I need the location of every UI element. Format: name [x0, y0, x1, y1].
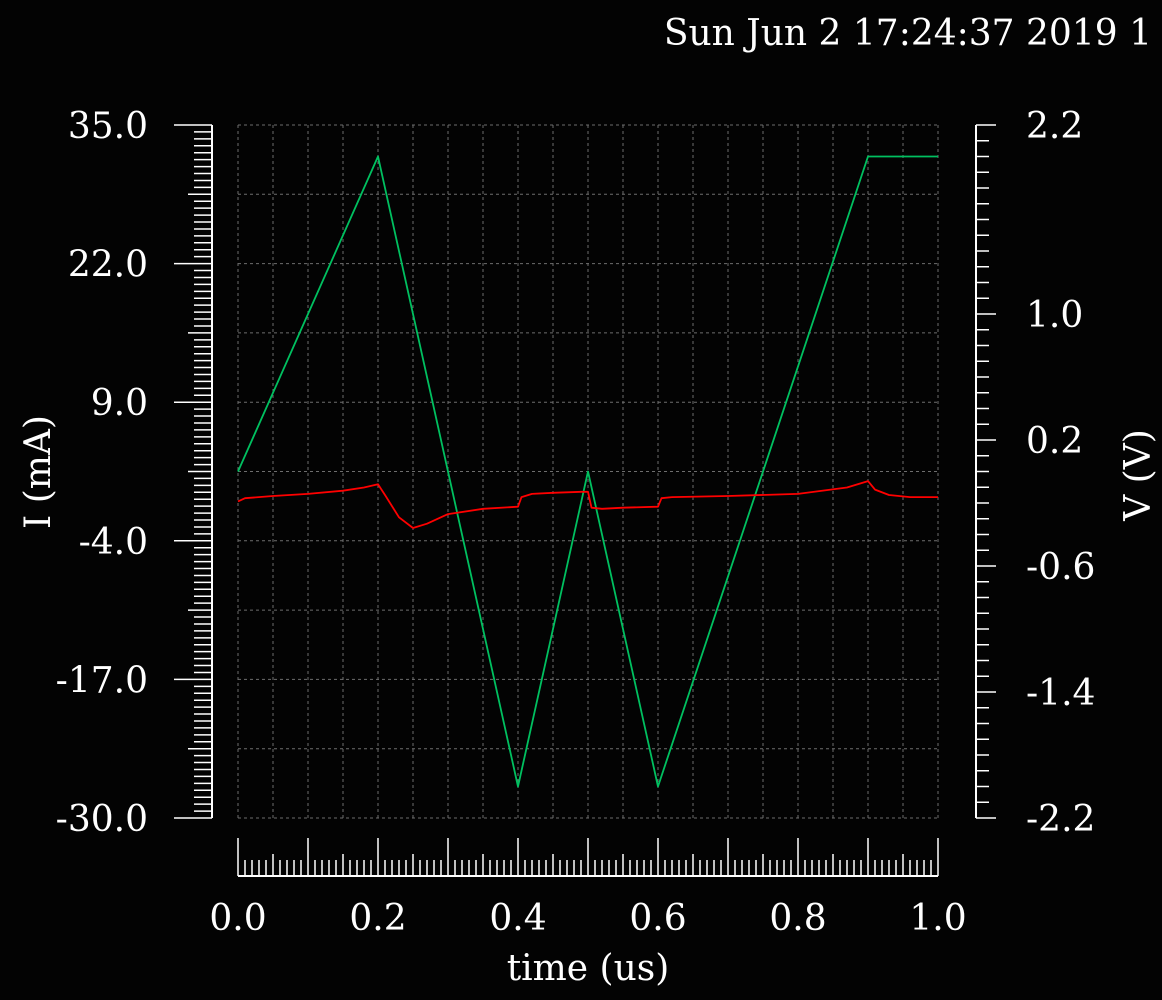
timestamp: Sun Jun 2 17:24:37 2019 1	[664, 13, 1152, 54]
right-axis-tick-label: -2.2	[1026, 799, 1095, 840]
left-axis-tick-label: 35.0	[68, 106, 148, 147]
right-axis-tick-label: 0.2	[1026, 421, 1083, 462]
grid	[237, 124, 939, 819]
right-axis-tick-label: 1.0	[1026, 295, 1083, 336]
voltage-trace	[237, 155, 938, 788]
right-axis-tick-label: -0.6	[1026, 547, 1095, 588]
bottom-axis-tick-label: 1.0	[909, 898, 966, 939]
right-axis-tick-label: -1.4	[1026, 673, 1095, 714]
y-axis-label-left: I (mA)	[18, 415, 59, 529]
left-axis-tick-label: 22.0	[68, 245, 148, 286]
bottom-axis: 0.0 0.2 0.4 0.6 0.8 1.0	[209, 838, 967, 939]
left-axis-tick-label: 9.0	[91, 383, 148, 424]
left-axis: 35.0 22.0 9.0 -4.0 -17.0 -30.0	[56, 106, 213, 840]
x-axis-label: time (us)	[507, 948, 670, 989]
right-axis: 2.2 1.0 0.2 -0.6 -1.4 -2.2	[975, 106, 1095, 840]
bottom-axis-tick-label: 0.2	[349, 898, 406, 939]
bottom-axis-tick-label: 0.8	[769, 898, 826, 939]
left-axis-tick-label: -30.0	[56, 799, 148, 840]
y-axis-label-right: V (V)	[1118, 429, 1159, 522]
bottom-axis-tick-label: 0.4	[489, 898, 546, 939]
right-axis-tick-label: 2.2	[1026, 106, 1083, 147]
bottom-axis-tick-label: 0.6	[629, 898, 686, 939]
left-axis-tick-label: -4.0	[79, 522, 148, 563]
current-trace	[237, 480, 938, 529]
left-axis-tick-label: -17.0	[56, 660, 148, 701]
traces	[237, 155, 938, 788]
bottom-axis-tick-label: 0.0	[209, 898, 266, 939]
